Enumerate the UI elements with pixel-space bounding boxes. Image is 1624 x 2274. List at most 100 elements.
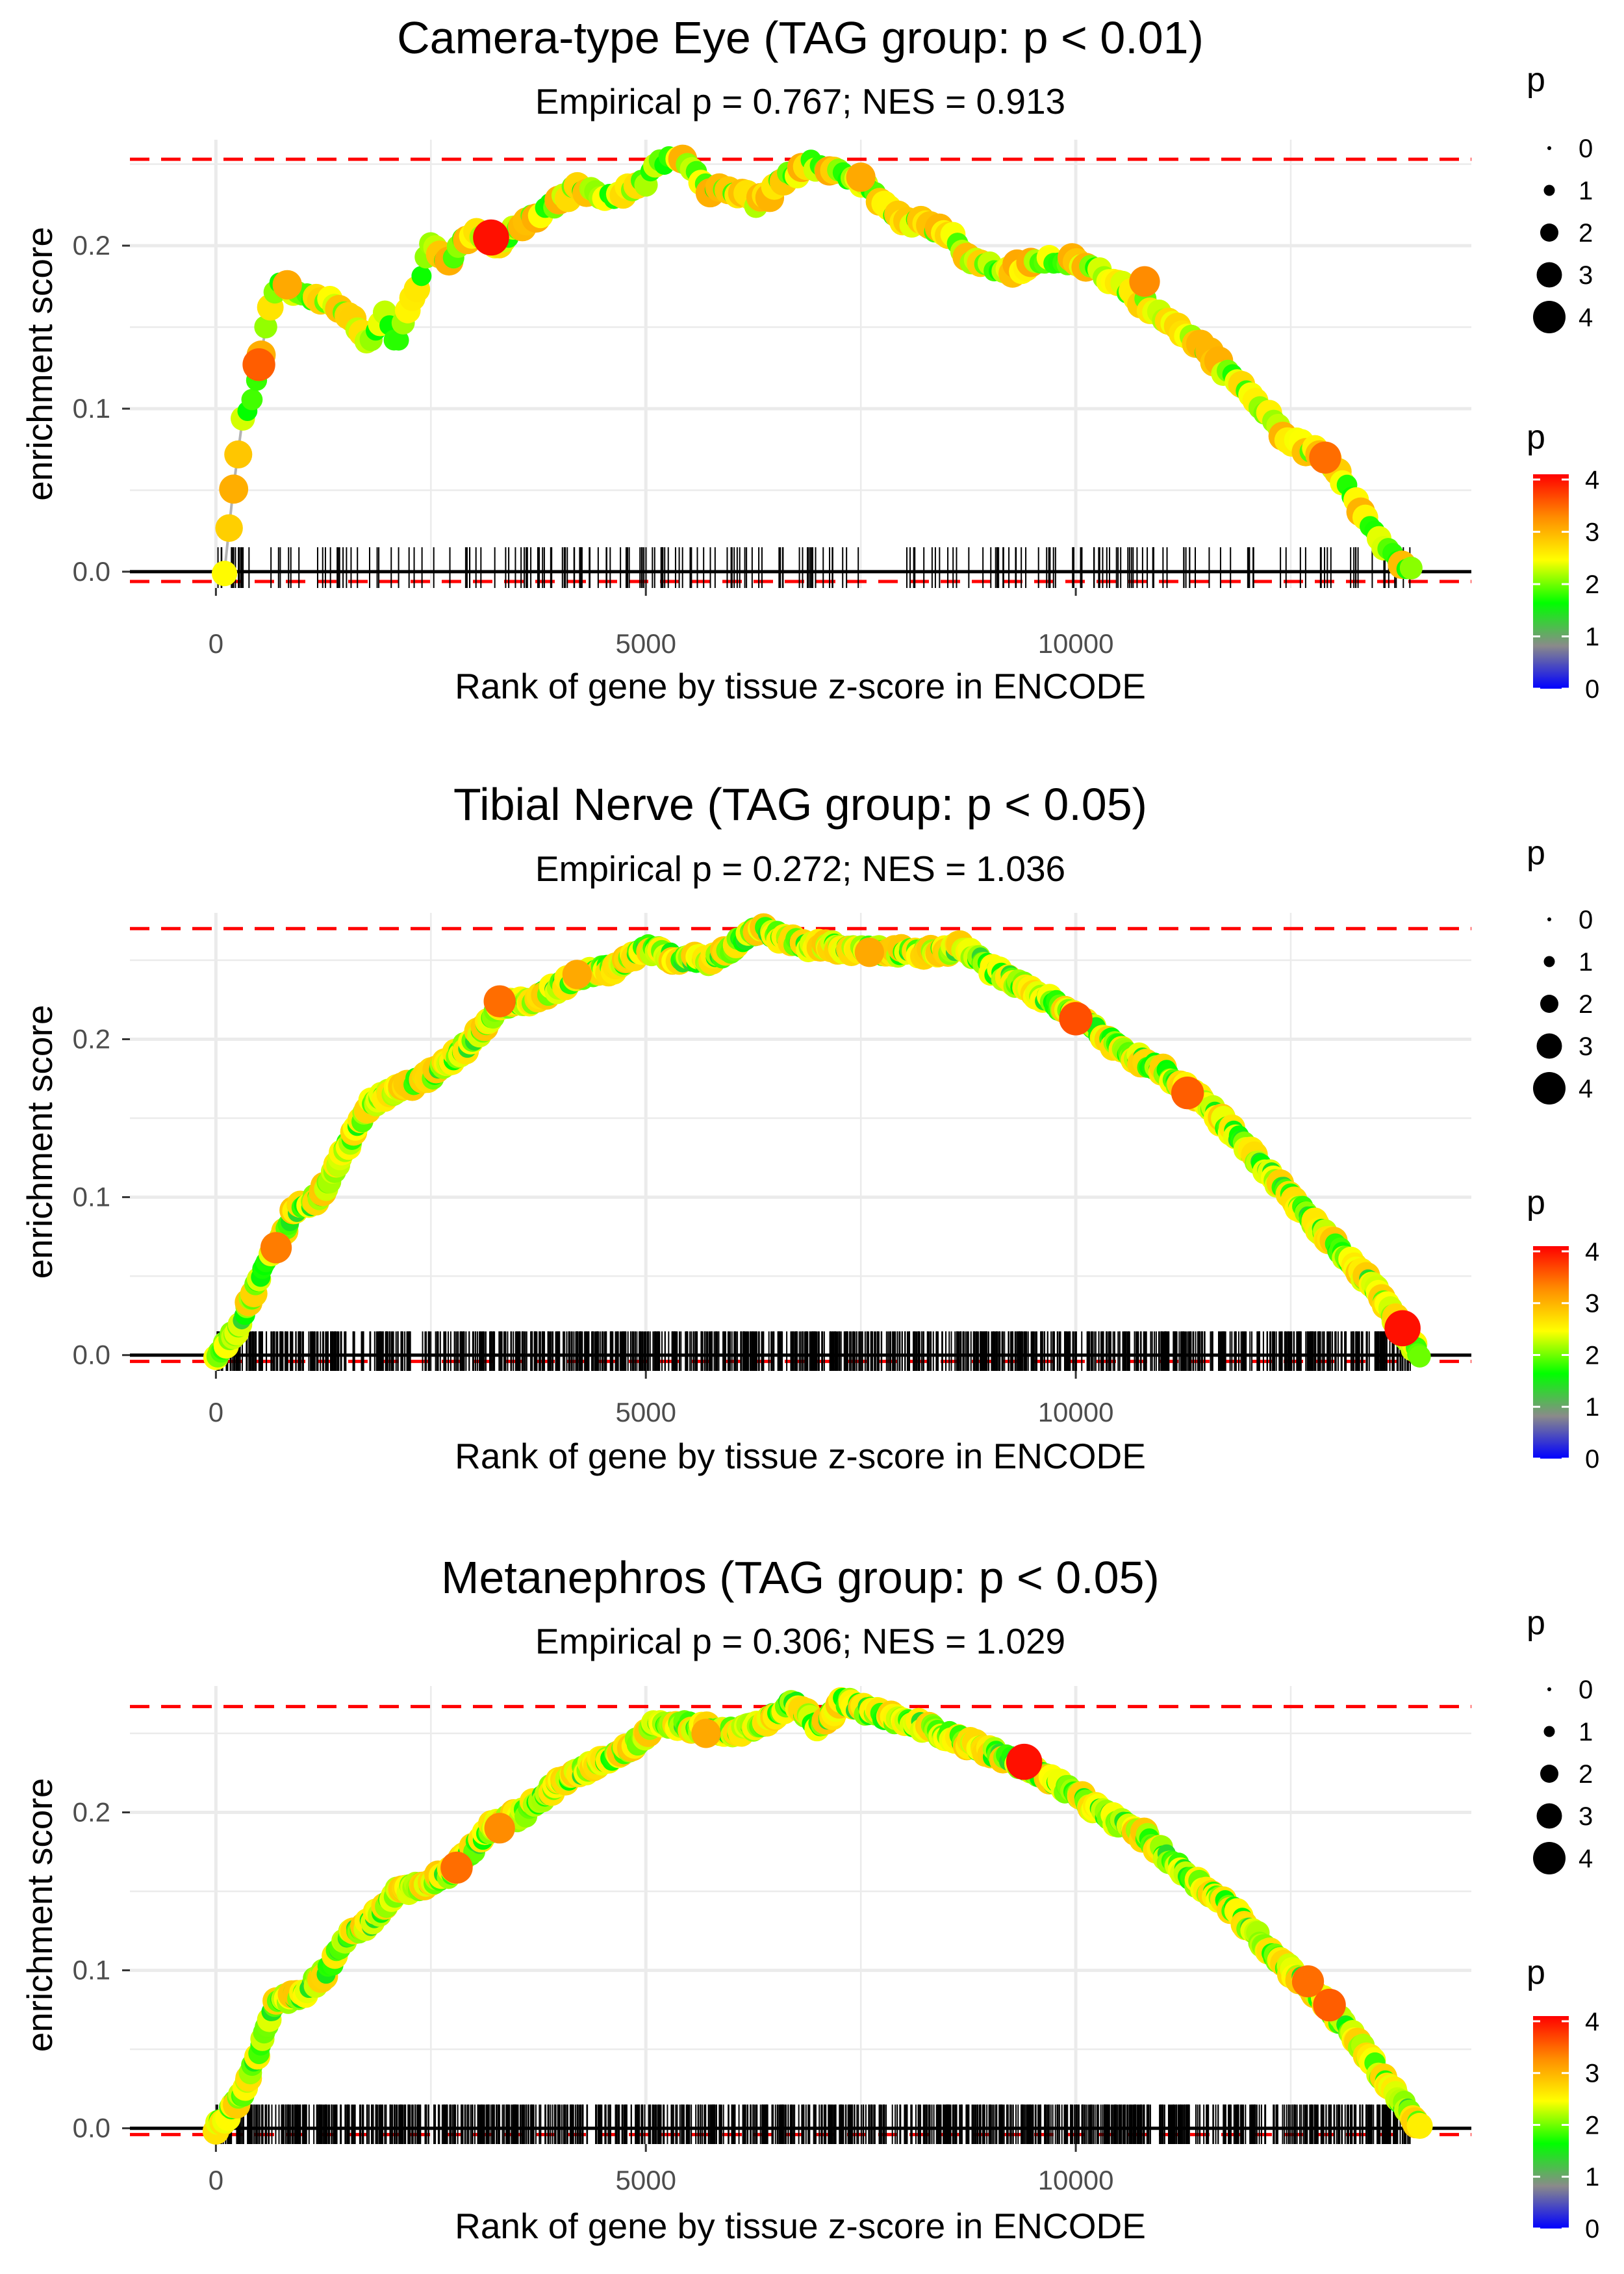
color-legend-title: p <box>1527 1184 1545 1221</box>
es-point-highlight <box>1309 441 1341 474</box>
color-legend-label: 0 <box>1585 1445 1599 1474</box>
y-tick-label: 0.1 <box>73 1182 110 1212</box>
es-point-highlight <box>1384 1310 1421 1347</box>
es-points <box>211 144 1423 587</box>
x-tick-label: 10000 <box>1038 1397 1114 1427</box>
size-legend-key <box>1543 185 1555 196</box>
x-tick-label: 5000 <box>616 2165 676 2195</box>
y-tick-label: 0.0 <box>73 2113 110 2143</box>
size-legend-label: 2 <box>1579 219 1593 248</box>
y-tick-label: 0.2 <box>73 1796 110 1827</box>
x-tick-label: 0 <box>209 2165 223 2195</box>
size-legend-label: 3 <box>1579 261 1593 290</box>
chart-panel-1: Camera-type Eye (TAG group: p < 0.01) Emp… <box>19 12 1599 706</box>
x-tick-label: 0 <box>209 1397 223 1427</box>
color-legend-label: 2 <box>1585 2111 1599 2140</box>
y-axis-label: enrichment score <box>19 1005 60 1279</box>
color-legend-bar <box>1533 474 1569 689</box>
size-legend-label: 0 <box>1579 134 1593 163</box>
chart-panel-2: Tibial Nerve (TAG group: p < 0.05) Empiri… <box>19 779 1599 1476</box>
y-tick-label: 0.2 <box>73 230 110 261</box>
size-legend-label: 1 <box>1579 1718 1593 1746</box>
es-point-highlight <box>1129 266 1160 297</box>
x-tick-label: 0 <box>209 628 223 659</box>
y-tick-label: 0.0 <box>73 1340 110 1370</box>
size-legend-key <box>1543 1726 1555 1737</box>
es-point <box>1399 556 1423 580</box>
es-point <box>241 389 263 411</box>
es-point-highlight <box>1059 1002 1093 1036</box>
size-legend-key <box>1540 1765 1558 1783</box>
es-point <box>211 560 238 587</box>
size-legend-key <box>1547 1687 1551 1691</box>
es-point <box>411 266 432 287</box>
size-legend-label: 4 <box>1579 1075 1593 1103</box>
es-point-highlight <box>272 270 302 300</box>
x-tick-label: 10000 <box>1038 2165 1114 2195</box>
color-legend-label: 3 <box>1585 518 1599 547</box>
size-legend-label: 4 <box>1579 1845 1593 1873</box>
es-point-highlight <box>484 1813 515 1844</box>
size-legend-title: p <box>1527 834 1545 872</box>
legend-3: p 0 1 2 3 4 p 0 1 2 3 4 <box>1527 1604 1599 2243</box>
size-legend-key <box>1533 301 1566 333</box>
chart-title: Metanephros (TAG group: p < 0.05) <box>441 1552 1160 1603</box>
color-legend-label: 0 <box>1585 675 1599 704</box>
es-point-highlight <box>1171 1076 1204 1110</box>
color-legend-title: p <box>1527 1954 1545 1991</box>
color-legend-bar <box>1533 1246 1569 1459</box>
es-points <box>202 1687 1433 2145</box>
es-point-highlight <box>846 162 876 192</box>
rug-plot <box>215 2104 1411 2144</box>
color-legend-label: 1 <box>1585 1393 1599 1422</box>
chart-panel-3: Metanephros (TAG group: p < 0.05) Empiric… <box>19 1552 1599 2246</box>
legend-2: p 0 1 2 3 4 p 0 1 2 3 4 <box>1527 834 1599 1474</box>
es-point <box>224 440 253 469</box>
size-legend-key <box>1547 917 1551 921</box>
y-tick-label: 0.0 <box>73 556 110 587</box>
color-legend-label: 4 <box>1585 466 1599 494</box>
size-legend-label: 0 <box>1579 906 1593 934</box>
y-axis-label: enrichment score <box>19 227 60 501</box>
color-legend-label: 4 <box>1585 2008 1599 2036</box>
es-point <box>254 315 277 339</box>
color-legend-title: p <box>1527 418 1545 456</box>
color-legend-label: 1 <box>1585 623 1599 652</box>
size-legend-label: 2 <box>1579 990 1593 1019</box>
size-legend-key <box>1533 1072 1566 1105</box>
x-tick-label: 10000 <box>1038 628 1114 659</box>
size-legend-label: 1 <box>1579 177 1593 205</box>
size-legend-key <box>1536 1803 1562 1829</box>
color-legend-bar <box>1533 2016 1569 2229</box>
size-legend-label: 0 <box>1579 1676 1593 1704</box>
es-point <box>219 474 249 504</box>
size-legend-key <box>1540 224 1558 242</box>
es-point-highlight <box>691 1718 721 1748</box>
x-axis-label: Rank of gene by tissue z-score in ENCODE <box>455 666 1146 706</box>
es-point <box>1406 2112 1433 2140</box>
es-point <box>388 329 409 351</box>
es-point-highlight <box>1006 1743 1043 1780</box>
x-tick-label: 5000 <box>616 628 676 659</box>
es-point-highlight <box>854 938 884 967</box>
chart-subtitle: Empirical p = 0.272; NES = 1.036 <box>535 849 1065 889</box>
color-legend-label: 2 <box>1585 570 1599 599</box>
x-axis-label: Rank of gene by tissue z-score in ENCODE <box>455 1436 1146 1476</box>
es-point <box>1408 1345 1431 1368</box>
es-point-highlight <box>260 1232 292 1264</box>
y-tick-label: 0.1 <box>73 393 110 424</box>
size-legend-key <box>1547 146 1551 150</box>
es-point-highlight <box>242 348 275 381</box>
chart-subtitle: Empirical p = 0.767; NES = 0.913 <box>535 81 1065 121</box>
size-legend-label: 1 <box>1579 948 1593 977</box>
size-legend-key <box>1536 262 1562 288</box>
x-tick-label: 5000 <box>616 1397 676 1427</box>
color-legend-label: 1 <box>1585 2163 1599 2191</box>
size-legend-title: p <box>1527 1604 1545 1642</box>
x-axis-label: Rank of gene by tissue z-score in ENCODE <box>455 2206 1146 2246</box>
rug-plot <box>216 1331 1411 1371</box>
size-legend-label: 4 <box>1579 303 1593 332</box>
es-point-highlight <box>562 960 592 990</box>
